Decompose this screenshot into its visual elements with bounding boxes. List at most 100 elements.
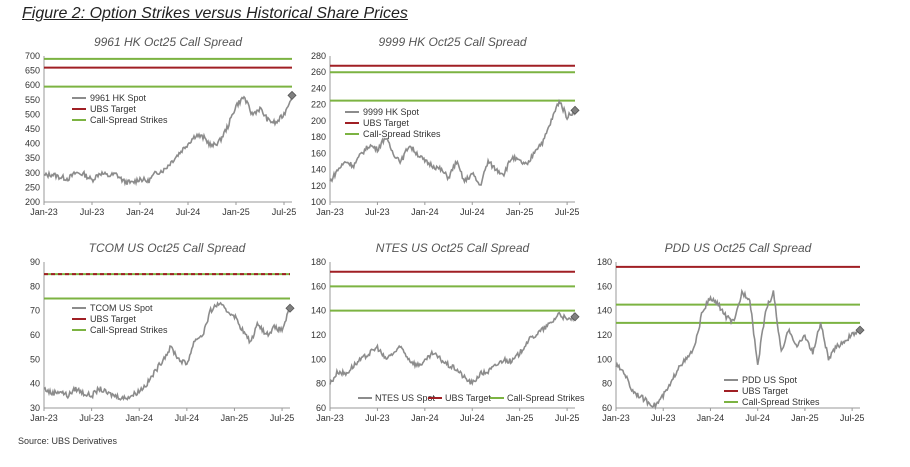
x-tick-label: Jan-24: [697, 413, 725, 423]
y-tick-label: 60: [602, 403, 612, 413]
y-tick-label: 240: [311, 83, 326, 93]
figure-title: Figure 2: Option Strikes versus Historic…: [22, 5, 408, 22]
x-tick-label: Jul-23: [651, 413, 676, 423]
x-tick-label: Jul-23: [80, 207, 105, 217]
x-tick-label: Jul-24: [745, 413, 770, 423]
x-tick-label: Jan-23: [30, 413, 58, 423]
y-tick-label: 180: [311, 257, 326, 267]
legend-label: 9961 HK Spot: [90, 93, 147, 103]
y-tick-label: 300: [25, 168, 40, 178]
x-tick-label: Jan-23: [316, 413, 344, 423]
y-tick-label: 250: [25, 182, 40, 192]
x-tick-label: Jul-23: [365, 413, 390, 423]
x-tick-label: Jul-24: [460, 413, 485, 423]
x-tick-label: Jul-23: [365, 207, 390, 217]
spot-series-line: [615, 288, 861, 411]
y-tick-label: 100: [597, 354, 612, 364]
source-note: Source: UBS Derivatives: [18, 436, 118, 446]
y-tick-label: 40: [30, 379, 40, 389]
chart-title: 9961 HK Oct25 Call Spread: [94, 35, 242, 49]
spot-series-line: [329, 98, 576, 186]
last-spot-marker: [285, 303, 295, 313]
y-tick-label: 160: [311, 148, 326, 158]
legend-label: Call-Spread Strikes: [742, 397, 820, 407]
y-tick-label: 140: [311, 165, 326, 175]
legend-label: TCOM US Spot: [90, 303, 153, 313]
x-tick-label: Jul-25: [555, 207, 580, 217]
y-tick-label: 180: [597, 257, 612, 267]
y-tick-label: 200: [311, 116, 326, 126]
y-tick-label: 600: [25, 80, 40, 90]
y-tick-label: 90: [30, 257, 40, 267]
x-tick-label: Jan-23: [602, 413, 630, 423]
legend-label: Call-Spread Strikes: [507, 393, 585, 403]
y-tick-label: 80: [30, 281, 40, 291]
last-spot-marker: [570, 105, 580, 115]
y-tick-label: 100: [311, 197, 326, 207]
chart-title: TCOM US Oct25 Call Spread: [89, 241, 246, 255]
spot-series-line: [43, 301, 291, 401]
y-tick-label: 60: [30, 330, 40, 340]
y-tick-label: 220: [311, 100, 326, 110]
y-tick-label: 120: [311, 181, 326, 191]
y-tick-label: 70: [30, 306, 40, 316]
legend-label: UBS Target: [445, 393, 491, 403]
x-tick-label: Jan-25: [222, 207, 250, 217]
legend-label: UBS Target: [363, 118, 409, 128]
legend-label: NTES US Spot: [375, 393, 436, 403]
y-tick-label: 550: [25, 95, 40, 105]
chart-pdd: PDD US Oct25 Call Spread 60 80 100 120 140 160…: [597, 241, 865, 423]
last-spot-marker: [570, 312, 580, 322]
x-tick-label: Jan-24: [125, 413, 153, 423]
y-tick-label: 140: [597, 306, 612, 316]
legend-label: PDD US Spot: [742, 375, 798, 385]
x-tick-label: Jul-25: [840, 413, 865, 423]
y-tick-label: 30: [30, 403, 40, 413]
x-tick-label: Jan-25: [221, 413, 249, 423]
chart-9961: 9961 HK Oct25 Call Spread 200 250 300 350 400…: [25, 35, 297, 217]
chart-title: NTES US Oct25 Call Spread: [376, 241, 530, 255]
x-tick-label: Jan-24: [126, 207, 154, 217]
x-tick-label: Jul-25: [270, 413, 295, 423]
y-tick-label: 50: [30, 354, 40, 364]
legend-label: 9999 HK Spot: [363, 107, 420, 117]
y-tick-label: 140: [311, 306, 326, 316]
chart-title: PDD US Oct25 Call Spread: [665, 241, 812, 255]
y-tick-label: 80: [316, 379, 326, 389]
legend-label: Call-Spread Strikes: [90, 325, 168, 335]
y-tick-label: 200: [25, 197, 40, 207]
y-tick-label: 120: [597, 330, 612, 340]
x-tick-label: Jul-24: [460, 207, 485, 217]
last-spot-marker: [287, 90, 297, 100]
x-tick-label: Jul-23: [79, 413, 104, 423]
x-tick-label: Jul-24: [176, 207, 201, 217]
x-tick-label: Jul-25: [555, 413, 580, 423]
y-tick-label: 60: [316, 403, 326, 413]
x-tick-label: Jul-25: [272, 207, 297, 217]
y-tick-label: 180: [311, 132, 326, 142]
y-tick-label: 500: [25, 109, 40, 119]
x-tick-label: Jan-25: [506, 207, 534, 217]
y-tick-label: 260: [311, 67, 326, 77]
chart-ntes: NTES US Oct25 Call Spread 60 80 100 120 140 16…: [311, 241, 585, 423]
y-tick-label: 450: [25, 124, 40, 134]
x-tick-label: Jan-24: [411, 413, 439, 423]
y-tick-label: 80: [602, 379, 612, 389]
y-tick-label: 160: [597, 281, 612, 291]
x-tick-label: Jul-24: [175, 413, 200, 423]
y-tick-label: 120: [311, 330, 326, 340]
y-tick-label: 650: [25, 66, 40, 76]
y-tick-label: 400: [25, 139, 40, 149]
legend-label: Call-Spread Strikes: [90, 115, 168, 125]
legend-label: UBS Target: [90, 104, 136, 114]
y-tick-label: 100: [311, 354, 326, 364]
x-tick-label: Jan-23: [30, 207, 58, 217]
x-tick-label: Jan-25: [791, 413, 819, 423]
chart-9999: 9999 HK Oct25 Call Spread 100 120 140 160 180…: [311, 35, 580, 217]
last-spot-marker: [855, 325, 865, 335]
y-tick-label: 280: [311, 51, 326, 61]
chart-title: 9999 HK Oct25 Call Spread: [378, 35, 526, 49]
x-tick-label: Jan-24: [411, 207, 439, 217]
legend-label: Call-Spread Strikes: [363, 129, 441, 139]
x-tick-label: Jan-23: [316, 207, 344, 217]
